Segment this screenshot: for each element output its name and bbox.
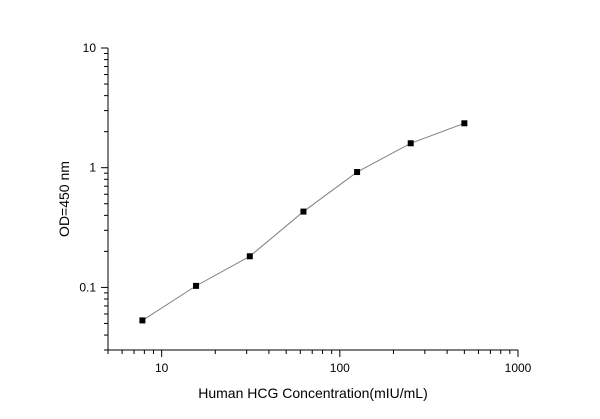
data-point-marker <box>354 169 361 176</box>
x-tick-label: 100 <box>330 361 350 375</box>
x-tick-label: 1000 <box>505 361 532 375</box>
y-tick-label: 10 <box>83 41 97 55</box>
y-ticks: 0.1 1 10 <box>79 41 108 351</box>
y-axis-title: OD=450 nm <box>56 161 72 237</box>
data-point-marker <box>139 317 146 324</box>
data-point-marker <box>193 282 200 289</box>
x-tick-label: 10 <box>155 361 169 375</box>
y-tick-label: 1 <box>89 161 96 175</box>
x-axis-title: Human HCG Concentration(mIU/mL) <box>198 385 428 401</box>
series-line <box>142 122 465 321</box>
data-point-marker <box>246 253 253 260</box>
data-point-marker <box>300 208 307 215</box>
axes <box>107 48 518 351</box>
data-point-marker <box>407 140 414 147</box>
x-ticks: 10 100 1000 <box>107 350 532 375</box>
data-point-marker <box>461 120 468 127</box>
y-tick-label: 0.1 <box>79 280 96 294</box>
series-layer <box>139 120 468 324</box>
